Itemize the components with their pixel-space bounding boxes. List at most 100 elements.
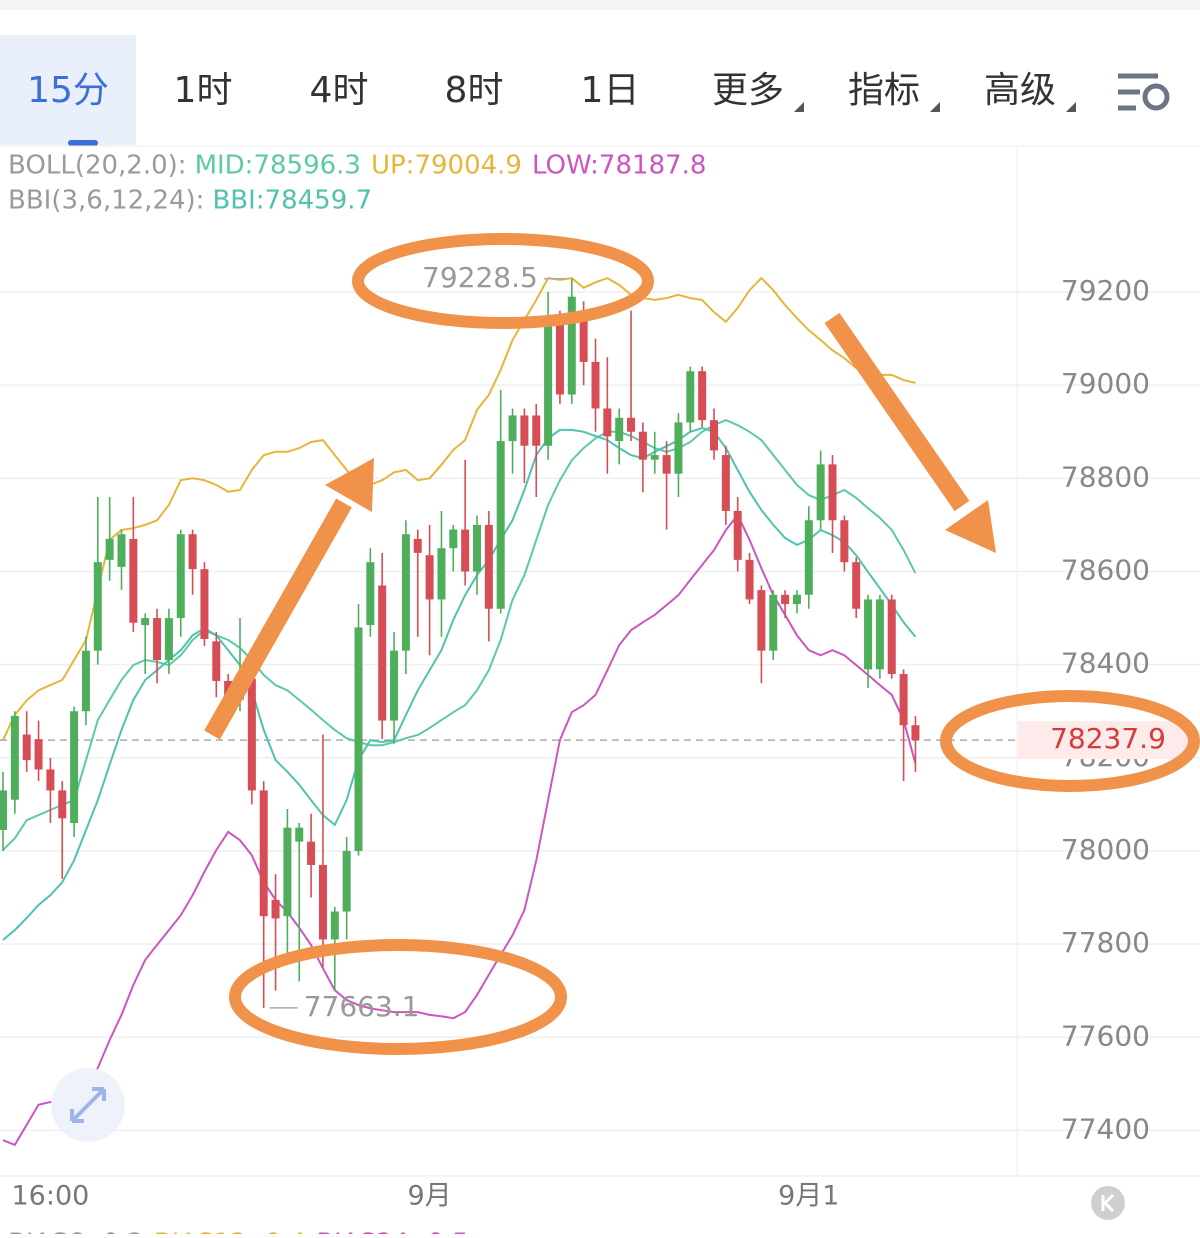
candle-body <box>200 569 209 640</box>
candle-body <box>93 562 102 651</box>
highlight-ellipse <box>940 690 1200 792</box>
expand-button[interactable] <box>51 1068 125 1142</box>
y-tick-label: 77400 <box>1061 1112 1150 1145</box>
candle-body <box>307 841 316 865</box>
candle-body <box>792 594 801 605</box>
last-price-tag <box>1018 721 1192 760</box>
indicator-line <box>2 513 917 1147</box>
x-tick-label: 9月1 <box>778 1181 839 1212</box>
kline-button[interactable] <box>1091 1186 1125 1220</box>
indicator-line <box>2 426 917 941</box>
legend-entry: MID:78596.3 <box>195 151 361 181</box>
x-tick-label: 16:00 <box>11 1181 89 1212</box>
candle-body <box>188 534 197 570</box>
candle-body <box>81 650 90 712</box>
y-tick-label: 78400 <box>1061 647 1150 680</box>
candle-body <box>508 415 517 442</box>
tab[interactable]: 4时 <box>310 70 369 111</box>
candle-body <box>840 520 849 563</box>
candle-body <box>259 790 268 917</box>
candle-body <box>674 422 683 474</box>
candle-body <box>34 739 43 770</box>
candle-body <box>271 899 280 919</box>
candle-body <box>781 594 790 605</box>
candle-body <box>378 585 387 721</box>
dropdown-caret <box>1066 102 1076 112</box>
highlight-ellipse <box>229 939 567 1055</box>
indicator-label: BOLL(20,2.0): <box>8 151 187 181</box>
candle-body <box>875 599 884 670</box>
candle-body <box>0 790 7 830</box>
candle-body <box>283 827 292 917</box>
top-strip <box>0 0 1200 10</box>
candle-body <box>342 850 351 912</box>
candle-body <box>686 371 695 423</box>
candle-body <box>603 408 612 437</box>
annotations <box>204 233 1200 1055</box>
tab-bar: 15分 1时 4时 8时 1日 更多 指标 高级 <box>27 70 1076 112</box>
bias-label: BIAS24:-0.5 <box>316 1229 468 1235</box>
candle-body <box>295 827 304 842</box>
candle-body <box>864 599 873 670</box>
tab[interactable]: 高级 <box>984 70 1056 111</box>
arrow-up-head <box>325 458 374 512</box>
candle-body <box>567 296 576 395</box>
settings-icon[interactable] <box>1118 73 1170 111</box>
candle-body <box>413 538 422 553</box>
candle-body <box>745 559 754 600</box>
y-tick-label: 79200 <box>1061 274 1150 307</box>
candle-body <box>520 415 529 446</box>
candle-body <box>153 618 162 660</box>
y-tick-label: 79000 <box>1061 367 1150 400</box>
candle-body <box>852 562 861 609</box>
candle-body <box>473 524 481 572</box>
min-label: 77663.1 <box>304 990 420 1023</box>
candle-body <box>911 725 920 741</box>
candle-body <box>496 441 505 609</box>
legend-entry: LOW:78187.8 <box>532 151 706 181</box>
indicator-line <box>2 276 916 741</box>
candle-body <box>698 371 707 421</box>
max-label: 79228.5 <box>422 261 538 294</box>
candle-body <box>532 415 541 446</box>
y-tick-label: 78800 <box>1061 460 1150 493</box>
candle-body <box>176 534 185 619</box>
dropdown-caret <box>794 102 804 112</box>
dropdown-caret <box>930 102 940 112</box>
candle-body <box>591 361 600 409</box>
candle-body <box>117 534 126 567</box>
tab[interactable]: 1时 <box>174 70 233 111</box>
candle-body <box>721 455 730 511</box>
candle-body <box>757 590 766 651</box>
tab[interactable]: 8时 <box>445 70 504 111</box>
tab[interactable]: 1日 <box>581 70 640 111</box>
candle-body <box>141 618 150 626</box>
candle-body <box>58 790 67 819</box>
arrow-up-shaft <box>204 498 352 740</box>
candle-body <box>828 464 837 521</box>
tab[interactable]: 更多 <box>712 70 784 111</box>
x-tick-label: 9月 <box>408 1181 452 1212</box>
indicator-label: BBI(3,6,12,24): <box>8 186 204 216</box>
candle-body <box>390 650 399 721</box>
candle-body <box>615 417 624 442</box>
candle-body <box>401 534 410 651</box>
plot: 7740077600778007800078200784007860078800… <box>0 151 1200 1212</box>
candle-body <box>105 538 114 560</box>
candle-body <box>129 538 138 623</box>
candle-body <box>769 594 778 651</box>
candle-body <box>887 599 896 674</box>
indicator-line <box>2 419 917 851</box>
y-tick-label: 77800 <box>1061 926 1150 959</box>
selected-tab-underline <box>68 140 98 146</box>
candle-body <box>449 529 458 549</box>
candle-body <box>899 673 908 726</box>
candle-body <box>650 455 659 460</box>
candle-body <box>555 319 564 395</box>
candle-body <box>804 520 813 595</box>
tab[interactable]: 指标 <box>848 70 920 111</box>
tab[interactable]: 15分 <box>27 70 109 111</box>
bias-label: BIAS12:-0.4 <box>154 1229 306 1235</box>
candle-body <box>425 555 434 600</box>
